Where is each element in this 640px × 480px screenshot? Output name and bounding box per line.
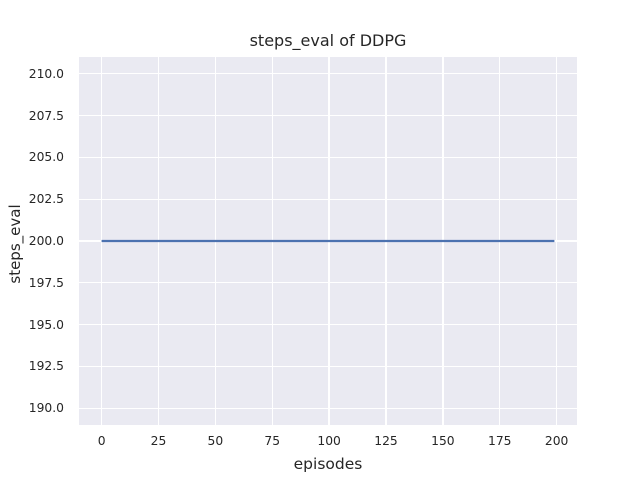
x-tick-label: 0 xyxy=(97,434,106,448)
x-tick-label: 25 xyxy=(150,434,167,448)
gridline-h xyxy=(79,156,577,158)
y-tick-label: 205.0 xyxy=(28,150,64,165)
gridline-h xyxy=(79,365,577,368)
gridline-h xyxy=(79,114,577,117)
x-tick-label: 125 xyxy=(374,434,398,448)
y-tick-label: 202.5 xyxy=(28,192,64,207)
y-tick-label: 200.0 xyxy=(28,234,64,248)
x-tick-label: 75 xyxy=(264,434,281,448)
gridline-h xyxy=(79,323,577,326)
x-axis-label: episodes xyxy=(293,455,363,473)
gridline-h xyxy=(79,198,577,200)
x-tick-label: 50 xyxy=(207,434,224,448)
y-tick-label: 190.0 xyxy=(28,401,64,416)
x-tick-label: 175 xyxy=(488,434,512,448)
x-tick-label: 100 xyxy=(317,434,341,448)
gridline-h xyxy=(79,407,577,409)
y-tick-label: 210.0 xyxy=(28,66,64,81)
x-tick-label: 200 xyxy=(544,434,569,448)
y-tick-label: 195.0 xyxy=(28,317,64,332)
gridline-h xyxy=(79,282,577,284)
y-tick-label: 197.5 xyxy=(28,275,64,290)
gridline-h xyxy=(79,73,577,75)
data-line-svg xyxy=(101,239,555,243)
plot-area xyxy=(79,57,577,425)
y-tick-label: 207.5 xyxy=(28,108,64,123)
chart-title: steps_eval of DDPG xyxy=(249,31,407,50)
y-tick-label: 192.5 xyxy=(28,359,64,374)
x-tick-label: 150 xyxy=(431,434,455,448)
